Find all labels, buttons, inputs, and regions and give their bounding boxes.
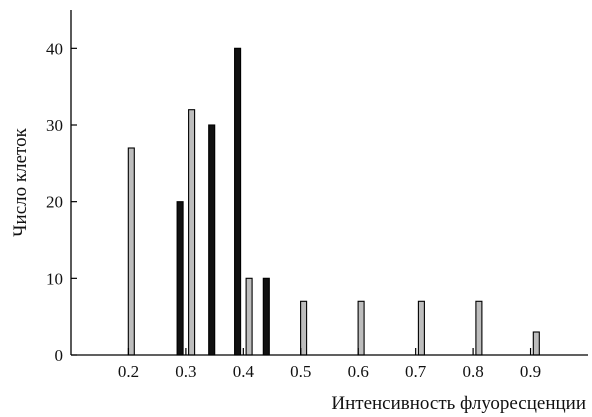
x-tick-label-1: 0.3 — [175, 362, 196, 381]
bar-s2-7 — [475, 300, 483, 356]
ticks-layer: 0 10 20 30 40 0.2 0.3 0.4 0.5 0.6 0.7 0.8 0.9 — [46, 39, 541, 381]
axes-layer — [70, 10, 588, 356]
bar-s2-4 — [300, 300, 308, 356]
y-tick-label-1: 10 — [46, 269, 63, 288]
bar-s2-1 — [127, 147, 135, 356]
bar-s1-2 — [208, 124, 216, 356]
bar-s1-3 — [234, 47, 242, 356]
y-tick-label-0: 0 — [55, 346, 64, 365]
y-tick-label-3: 30 — [46, 116, 63, 135]
bars-layer — [127, 47, 540, 356]
bar-s2-8 — [532, 331, 540, 356]
y-tick-label-2: 20 — [46, 193, 63, 212]
y-axis-title: Число клеток — [10, 127, 31, 236]
bar-s2-3 — [245, 277, 253, 356]
y-tick-label-4: 40 — [46, 39, 63, 58]
bar-s1-4 — [262, 277, 270, 356]
x-tick-label-3: 0.5 — [290, 362, 311, 381]
x-axis-title: Интенсивность флуоресценции — [331, 393, 586, 414]
x-tick-label-5: 0.7 — [405, 362, 427, 381]
bar-s2-6 — [417, 300, 425, 356]
x-tick-label-4: 0.6 — [348, 362, 369, 381]
bar-s2-5 — [357, 300, 365, 356]
x-tick-label-7: 0.9 — [520, 362, 541, 381]
x-tick-label-6: 0.8 — [462, 362, 483, 381]
bar-s2-2 — [188, 109, 196, 356]
bar-s1-1 — [176, 201, 184, 356]
x-tick-label-2: 0.4 — [233, 362, 255, 381]
x-tick-label-0: 0.2 — [118, 362, 139, 381]
